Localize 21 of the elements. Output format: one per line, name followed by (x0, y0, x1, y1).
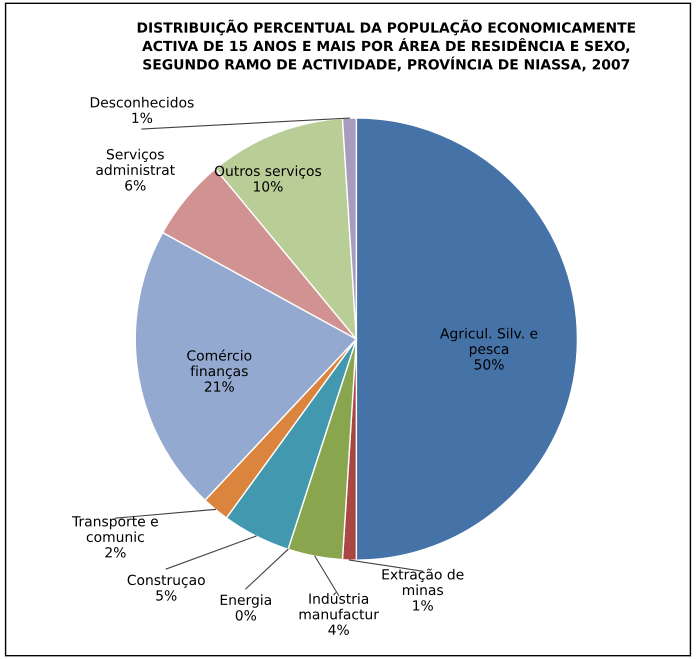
slice-label: Comércio finanças (187, 349, 252, 379)
data-label: 4% (328, 624, 349, 636)
data-label: 21% (204, 381, 234, 392)
data-label: 2% (105, 547, 126, 558)
slice-label: Indústria manufactur (300, 592, 379, 620)
slice-label: Agricul. Silv. e pesca (440, 328, 538, 357)
text: 0% (236, 610, 256, 621)
data-label: 50% (474, 359, 504, 370)
data-label: 1% (132, 112, 152, 124)
category-label: Energia (220, 594, 271, 608)
slice-label: Serviços administrat (96, 148, 175, 176)
data-label: 10% (254, 181, 283, 192)
slice-label: Construçao (128, 574, 205, 588)
data-label: 1% (413, 600, 433, 611)
slice-label: Outros serviços (214, 165, 322, 179)
slice-label: Extração de minas (382, 568, 464, 596)
chart-title: DISTRIBUIÇÃO PERCENTUAL DA POPULAÇÃO ECONOMICAMENTE ACTIVA DE 15 ANOS E MAIS POR ÁREA DE RESIDÊNCIA E SEXO, SEGUNDO RAMO DE ACTIVIDADE, PROVÍNCIA DE NIASSA, 2007 (138, 20, 636, 72)
slice-label: Desconhecidos (90, 96, 194, 108)
slice-label: Transporte e comunic (72, 516, 158, 542)
data-label: 6% (125, 180, 146, 191)
data-label: 5% (156, 590, 176, 601)
